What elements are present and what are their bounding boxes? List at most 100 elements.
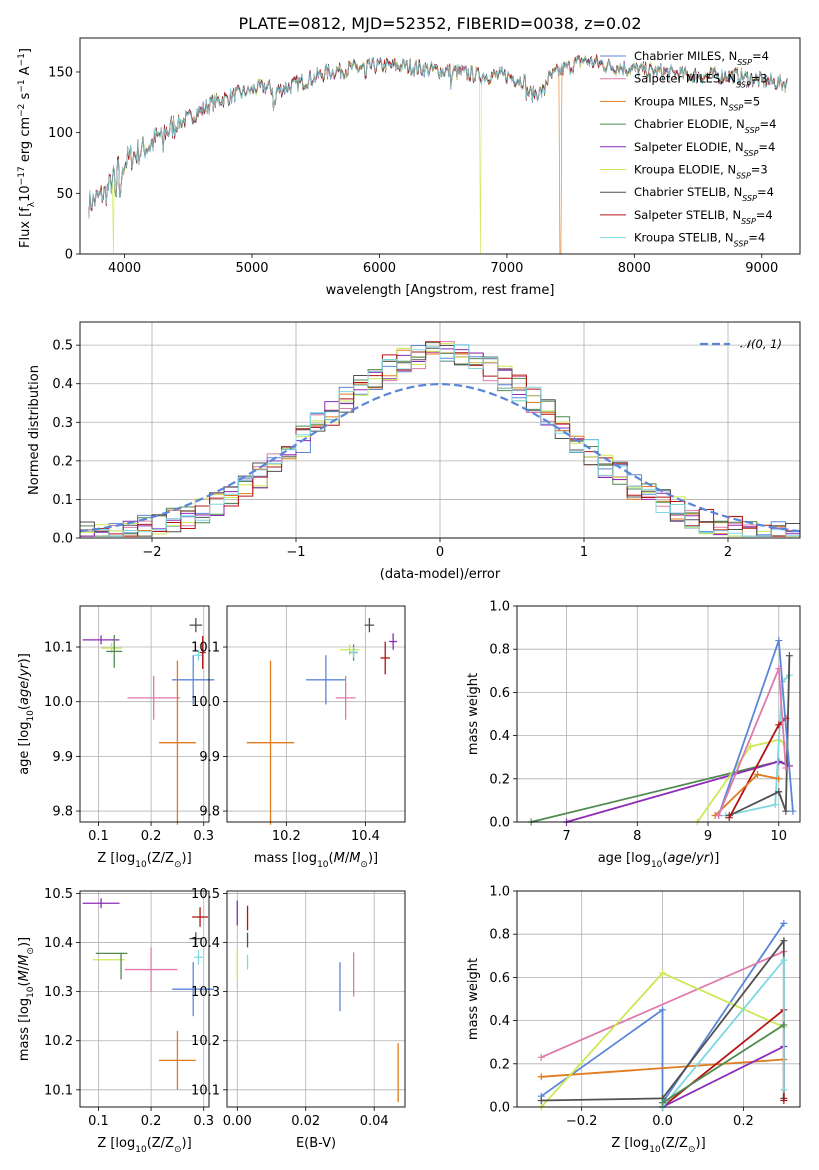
legend-label: 𝒩(0, 1) bbox=[740, 337, 782, 351]
axes-frame bbox=[79, 890, 210, 1108]
weight-marker bbox=[775, 758, 783, 766]
x-axis-label: Z [log10(Z/Z⊙)] bbox=[97, 851, 191, 870]
y-tick-label: 150 bbox=[48, 65, 73, 80]
weight-marker bbox=[537, 1073, 545, 1081]
axes-frame bbox=[226, 890, 406, 1108]
y-tick-label: 9.8 bbox=[52, 805, 73, 820]
panel-6: 0.1 0.2 0.3 10.1 10.2 10.3 10.4 10.5 Z [log10(Z/… bbox=[17, 887, 215, 1155]
weight-marker bbox=[775, 665, 783, 673]
y-tick-label: 0.2 bbox=[489, 1057, 510, 1072]
weight-line bbox=[728, 655, 791, 817]
weight-marker bbox=[780, 1021, 788, 1029]
axes-frame bbox=[516, 605, 801, 823]
panel-8: −0.2 0.0 0.2 0.0 0.2 0.4 0.6 0.8 1.0 mass weight Z… bbox=[466, 885, 801, 1155]
y-tick-label: 0.4 bbox=[52, 377, 73, 392]
weight-line bbox=[541, 1058, 784, 1078]
y-tick-label: 0.1 bbox=[52, 493, 73, 508]
panel-1: 4000 5000 6000 7000 8000 9000 0 50 100 150 wavelen… bbox=[17, 37, 801, 298]
weight-marker bbox=[715, 812, 723, 820]
y-tick-label: 10.1 bbox=[191, 641, 220, 656]
x-tick-label: 10.4 bbox=[351, 829, 380, 844]
x-tick-label: 0.3 bbox=[193, 829, 214, 844]
y-tick-label: 0.5 bbox=[52, 339, 73, 354]
weight-line bbox=[662, 1024, 785, 1104]
figure-title: PLATE=0812, MJD=52352, FIBERID=0038, z=0… bbox=[238, 14, 641, 33]
y-tick-label: 10.3 bbox=[44, 985, 73, 1000]
x-tick-label: 0.0 bbox=[652, 1114, 673, 1129]
y-tick-label: 10.4 bbox=[191, 936, 220, 951]
weight-marker bbox=[659, 1006, 667, 1014]
y-axis-label: Flux [fλ10−17 erg cm−2 s−1 A−1] bbox=[17, 48, 37, 248]
y-tick-label: 0.0 bbox=[52, 532, 73, 547]
y-tick-label: 10.5 bbox=[44, 887, 73, 902]
weight-line bbox=[540, 922, 785, 1106]
weight-marker bbox=[537, 1053, 545, 1061]
legend-label: Chabrier MILES, NSSP=4 bbox=[634, 49, 769, 67]
y-tick-label: 10.4 bbox=[44, 936, 73, 951]
x-axis-label: mass [log10(M/M⊙)] bbox=[254, 851, 378, 870]
weight-line bbox=[566, 760, 790, 823]
weight-marker bbox=[789, 807, 797, 815]
legend-label: Chabrier ELODIE, NSSP=4 bbox=[634, 117, 776, 135]
weight-marker bbox=[780, 919, 788, 927]
weight-marker bbox=[785, 652, 793, 660]
weight-marker bbox=[659, 969, 667, 977]
y-tick-label: 0.0 bbox=[489, 816, 510, 831]
weight-marker bbox=[659, 1099, 667, 1107]
x-tick-label: −1 bbox=[286, 545, 305, 560]
x-tick-label: 4000 bbox=[108, 261, 141, 276]
y-tick-label: 0.6 bbox=[489, 971, 510, 986]
legend-label: Kroupa STELIB, NSSP=4 bbox=[634, 231, 765, 249]
panel-4: 10.2 10.4 9.8 9.9 10.0 10.1 mass [log10(M/M⊙)] bbox=[191, 605, 406, 870]
x-axis-label: wavelength [Angstrom, rest frame] bbox=[326, 283, 555, 298]
x-tick-label: 7 bbox=[562, 829, 570, 844]
spectrum-line bbox=[88, 54, 788, 255]
x-tick-label: 0 bbox=[436, 545, 444, 560]
x-tick-label: 0.1 bbox=[88, 829, 109, 844]
weight-line bbox=[661, 1007, 785, 1108]
x-tick-label: 0.2 bbox=[733, 1114, 754, 1129]
y-tick-label: 100 bbox=[48, 126, 73, 141]
legend-label: Chabrier STELIB, NSSP=4 bbox=[634, 185, 774, 203]
legend-label: Salpeter ELODIE, NSSP=4 bbox=[634, 140, 775, 158]
weight-marker bbox=[782, 807, 790, 815]
x-tick-label: 6000 bbox=[363, 261, 396, 276]
y-tick-label: 1.0 bbox=[489, 600, 510, 615]
weight-marker bbox=[775, 775, 783, 783]
y-tick-label: 10.0 bbox=[44, 695, 73, 710]
axes-frame bbox=[516, 890, 801, 1108]
weight-marker bbox=[780, 937, 788, 945]
weight-marker bbox=[771, 801, 779, 809]
axes-frame bbox=[226, 605, 406, 823]
weight-marker bbox=[775, 788, 783, 796]
y-tick-label: 10.1 bbox=[44, 1083, 73, 1098]
y-tick-label: 0 bbox=[65, 248, 73, 263]
y-tick-label: 10.5 bbox=[191, 887, 220, 902]
x-tick-label: 10 bbox=[771, 829, 788, 844]
gaussian-curve bbox=[79, 382, 801, 533]
x-axis-label: Z [log10(Z/Z⊙)] bbox=[611, 1136, 705, 1155]
x-tick-label: −0.2 bbox=[566, 1114, 598, 1129]
y-axis-label: mass weight bbox=[466, 958, 481, 1040]
axes-frame bbox=[79, 321, 801, 539]
y-tick-label: 10.1 bbox=[44, 641, 73, 656]
y-tick-label: 0.4 bbox=[489, 729, 510, 744]
y-tick-label: 9.9 bbox=[199, 750, 220, 765]
x-axis-label: Z [log10(Z/Z⊙)] bbox=[97, 1136, 191, 1155]
weight-marker bbox=[775, 721, 783, 729]
y-tick-label: 0.8 bbox=[489, 928, 510, 943]
weight-marker bbox=[780, 1097, 788, 1105]
y-tick-label: 9.9 bbox=[52, 750, 73, 765]
y-tick-label: 0.2 bbox=[489, 772, 510, 787]
y-tick-label: 50 bbox=[56, 187, 73, 202]
x-tick-label: 9000 bbox=[745, 261, 778, 276]
weight-marker bbox=[775, 637, 783, 645]
x-tick-label: 1 bbox=[580, 545, 588, 560]
y-tick-label: 10.2 bbox=[44, 1034, 73, 1049]
y-tick-label: 10.3 bbox=[191, 985, 220, 1000]
y-axis-label: Normed distribution bbox=[27, 365, 42, 495]
y-tick-label: 0.6 bbox=[489, 686, 510, 701]
weight-line bbox=[725, 674, 791, 817]
y-axis-label: mass weight bbox=[466, 673, 481, 755]
